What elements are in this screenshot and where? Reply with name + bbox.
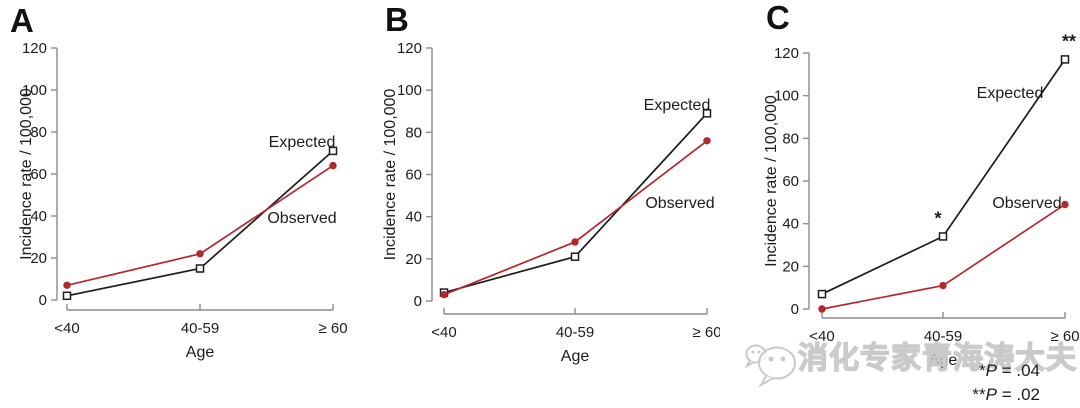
y-axis-title: Incidence rate / 100,000	[763, 95, 780, 267]
data-point-expected-0	[817, 289, 827, 299]
series-label-observed: Observed	[992, 195, 1061, 212]
y-tick-label: 0	[791, 301, 799, 318]
data-point-observed-0	[63, 281, 71, 289]
footnote-1-value: = .04	[996, 361, 1040, 380]
data-point-expected-2	[702, 109, 712, 118]
y-tick-label: 80	[782, 130, 799, 147]
panel-b-letter: B	[385, 1, 409, 38]
y-tick-label: 120	[397, 40, 422, 57]
y-tick-label: 100	[774, 88, 799, 105]
x-tick-label: 40-59	[924, 328, 962, 345]
panel-c: C 0 20 40 60 80 100 120 Incidence rate / 100,00…	[720, 0, 1080, 408]
series-label-observed: Observed	[267, 210, 336, 227]
y-tick-label: 120	[22, 40, 47, 57]
footnote-1: *P = .04	[972, 359, 1040, 383]
series-label-expected: Expected	[977, 85, 1044, 102]
x-tick-label: <40	[431, 324, 456, 341]
y-tick-label: 60	[782, 173, 799, 190]
chart-c: 0 20 40 60 80 100 120 Incidence rate / 100,000 <…	[763, 31, 1080, 369]
data-point-expected-1	[570, 252, 580, 261]
y-tick-label: 100	[22, 82, 47, 99]
y-tick-label: 40	[30, 208, 47, 225]
series-line-observed	[821, 203, 1066, 310]
data-point-observed-1	[571, 238, 579, 246]
data-point-expected-0	[62, 291, 72, 301]
x-tick-label: 40-59	[181, 320, 219, 337]
panel-c-letter: C	[766, 0, 790, 36]
data-point-expected-1	[195, 264, 205, 273]
data-point-observed-2	[329, 161, 337, 170]
significance-marker-expected-2: **	[1062, 31, 1076, 51]
data-point-observed-1	[196, 250, 204, 258]
x-axis-title: Age	[561, 348, 590, 365]
x-axis-title: Age	[929, 352, 958, 369]
x-tick-label: <40	[809, 328, 834, 345]
y-tick-label: 80	[30, 124, 47, 141]
chart-b: 0 20 40 60 80 100 120 Incidence rate / 100,000 <…	[382, 40, 720, 365]
y-tick-label: 20	[405, 251, 422, 268]
data-point-observed-0	[818, 305, 826, 313]
series-label-expected: Expected	[644, 97, 711, 114]
footnotes: *P = .04 **P = .02	[972, 359, 1040, 407]
panel-a: A 0 20 40 60 80 100 120 Incidence rate / 100,00…	[0, 0, 360, 408]
footnote-2-marker: **	[972, 385, 986, 404]
series-line-observed	[443, 140, 708, 296]
x-tick-label: ≥ 60	[1050, 328, 1079, 345]
y-tick-label: 60	[405, 167, 422, 184]
data-point-expected-2	[328, 146, 338, 156]
x-axis-title: Age	[186, 344, 215, 361]
data-point-observed-1	[939, 281, 947, 290]
data-point-expected-1	[938, 232, 948, 241]
data-point-observed-2	[703, 137, 711, 145]
footnote-2-value: = .02	[996, 385, 1040, 404]
y-tick-label: 0	[39, 292, 47, 309]
x-tick-label: 40-59	[556, 324, 594, 341]
y-tick-label: 100	[397, 82, 422, 99]
y-tick-label: 120	[774, 45, 799, 62]
footnote-2: **P = .02	[972, 383, 1040, 407]
y-tick-label: 0	[414, 293, 422, 310]
x-tick-label: ≥ 60	[318, 320, 347, 337]
y-axis-title: Incidence rate / 100,000	[18, 88, 35, 260]
data-point-observed-0	[440, 290, 448, 299]
footnote-1-p: P	[985, 361, 997, 380]
data-point-observed-2	[1061, 200, 1069, 209]
panel-b: B 0 20 40 60 80 100 120 Incidence rate / 100,00…	[360, 0, 720, 408]
footnote-1-marker: *	[979, 361, 986, 380]
footnote-2-p: P	[985, 385, 997, 404]
y-tick-label: 40	[405, 209, 422, 226]
x-tick-label: <40	[54, 320, 79, 337]
y-tick-label: 80	[405, 124, 422, 141]
y-axis-title: Incidence rate / 100,000	[382, 89, 399, 261]
significance-marker-expected-1: *	[934, 208, 941, 228]
y-tick-label: 20	[30, 250, 47, 267]
y-tick-label: 20	[782, 258, 799, 275]
series-label-observed: Observed	[645, 195, 714, 212]
y-tick-label: 40	[782, 216, 799, 233]
data-point-expected-2	[1060, 55, 1070, 64]
series-label-expected: Expected	[269, 134, 336, 151]
x-tick-label: ≥ 60	[692, 324, 720, 341]
panel-a-letter: A	[10, 2, 34, 39]
chart-a: 0 20 40 60 80 100 120 Incidence rate / 100,000 <…	[18, 40, 348, 361]
y-tick-label: 60	[30, 166, 47, 183]
